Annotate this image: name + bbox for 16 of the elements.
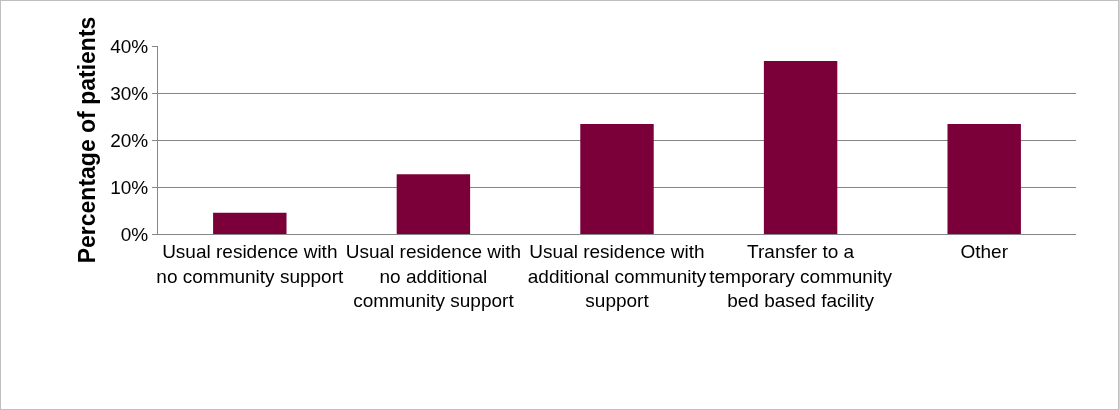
bar (947, 124, 1021, 234)
x-tick-label: Usual residence with no community support (156, 240, 344, 287)
x-tick-label: Transfer to a temporary community bed based facility (709, 240, 893, 312)
bar (396, 174, 471, 234)
x-tick-label: Other (960, 240, 1009, 262)
y-axis-title: Percentage of patients (73, 16, 100, 264)
bar (213, 212, 287, 234)
y-tick-label: 40% (110, 35, 149, 57)
x-tick-label: Usual residence with additional community support (527, 240, 707, 312)
bar (580, 124, 654, 234)
y-tick-label: 30% (110, 82, 149, 104)
bar (763, 61, 838, 234)
y-tick-label: 10% (110, 176, 149, 198)
y-tick-label: 20% (110, 129, 149, 151)
x-tick-label: Usual residence with no additional community support (345, 240, 522, 312)
y-tick-label: 0% (120, 223, 149, 245)
